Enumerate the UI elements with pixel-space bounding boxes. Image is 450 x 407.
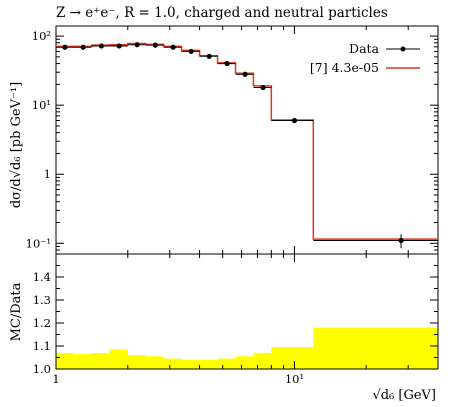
ratio-y-tick-label: 1.0	[33, 362, 51, 376]
ratio-band-bin	[127, 355, 146, 369]
data-point	[91, 43, 110, 49]
x-tick-label: 1	[52, 372, 59, 386]
chart-title: Z → e⁺e⁻, R = 1.0, charged and neutral p…	[56, 5, 388, 21]
ratio-band-bin	[271, 347, 314, 369]
main-frame	[55, 25, 439, 255]
mc-step-line	[56, 42, 438, 240]
data-point	[145, 42, 164, 48]
data-marker	[224, 60, 230, 67]
ratio-band-bin	[145, 356, 164, 369]
ratio-band-bin	[235, 356, 254, 369]
data-marker	[242, 71, 248, 77]
data-marker	[260, 84, 266, 91]
ratio-y-tick-label: 1.2	[33, 316, 51, 330]
data-points	[56, 42, 438, 249]
main-panel: 10⁻¹ 1 10¹ 10² dσ/d√d₆ [pb GeV⁻¹]	[9, 25, 439, 255]
data-point	[271, 117, 314, 124]
ratio-band-bin	[181, 359, 200, 369]
y-axis-label: dσ/d√d₆ [pb GeV⁻¹]	[9, 82, 24, 208]
data-point	[217, 60, 236, 67]
ratio-y-tick-label: 1.4	[33, 270, 51, 284]
y-tick-label: 10²	[32, 29, 51, 43]
mc-histogram	[56, 42, 438, 240]
ratio-y-tick-label: 1.1	[33, 339, 51, 353]
x-tick-label: 10¹	[285, 372, 304, 386]
data-marker	[98, 43, 104, 49]
x-axis-label: √d₆ [GeV]	[372, 388, 436, 403]
data-point	[199, 53, 218, 59]
data-point	[163, 44, 182, 50]
legend-swatch-data-marker	[400, 46, 406, 52]
data-marker	[62, 44, 68, 50]
legend-label-data: Data	[349, 41, 379, 56]
data-point	[181, 48, 200, 55]
ratio-band-bin	[56, 352, 75, 369]
data-marker	[206, 53, 212, 59]
ratio-band-bin	[253, 352, 272, 369]
data-marker	[170, 44, 176, 50]
ratio-band-bin	[109, 349, 128, 369]
data-point	[56, 44, 75, 50]
ratio-band-bin	[74, 354, 92, 369]
ratio-band-bin	[91, 352, 110, 369]
data-marker	[291, 117, 298, 124]
ratio-y-tick-label: 1.3	[33, 293, 51, 307]
data-point	[127, 42, 146, 48]
ratio-band	[56, 327, 438, 369]
data-marker	[188, 48, 194, 55]
ratio-y-axis-label: MC/Data	[9, 282, 24, 341]
ratio-panel: 1 10¹ 1.0 1.1 1.2 1.3 1.4 MC/Data √d₆ [GeV]	[9, 253, 439, 403]
data-point	[74, 44, 92, 50]
y-tick-label: 10⁻¹	[26, 236, 51, 250]
data-marker	[80, 44, 86, 50]
legend: Data [7] 4.3e-05	[310, 41, 420, 75]
y-tick-label: 1	[44, 167, 51, 181]
data-point	[253, 84, 272, 91]
legend-label-mc: [7] 4.3e-05	[310, 60, 379, 75]
ratio-band-bin	[199, 359, 218, 369]
ratio-band-bin	[217, 358, 236, 369]
data-marker	[398, 237, 404, 244]
data-point	[313, 234, 438, 249]
ratio-band-bin	[163, 358, 182, 369]
data-point	[235, 71, 254, 77]
ratio-band-bin	[313, 327, 438, 369]
ratio-axis-ticks: 1 10¹ 1.0 1.1 1.2 1.3 1.4	[33, 253, 439, 386]
main-axis-ticks: 10⁻¹ 1 10¹ 10²	[26, 26, 439, 255]
data-marker	[116, 43, 122, 49]
data-point	[109, 43, 128, 49]
data-marker	[152, 42, 158, 48]
data-marker	[134, 42, 140, 48]
y-tick-label: 10¹	[32, 98, 51, 112]
